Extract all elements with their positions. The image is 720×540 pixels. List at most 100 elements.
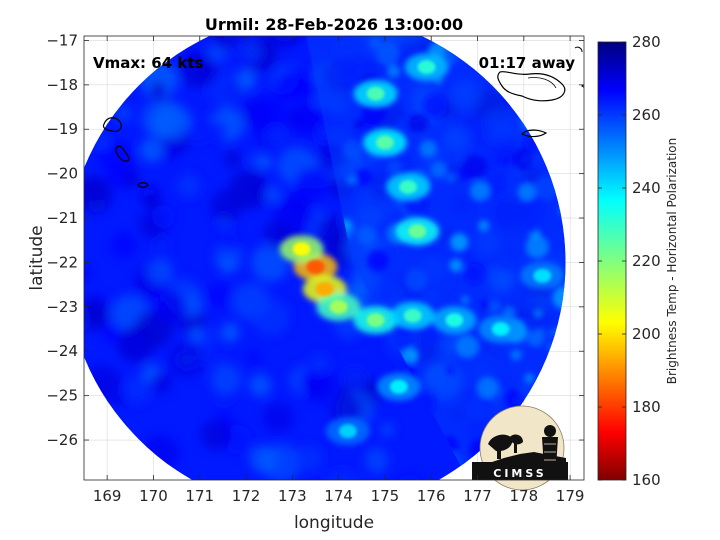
texture-cell <box>221 258 236 273</box>
y-tick-label: −21 <box>46 209 78 227</box>
texture-cell <box>517 182 537 202</box>
x-tick-label: 171 <box>185 487 214 505</box>
texture-cell <box>207 70 243 107</box>
texture-cell <box>512 147 535 171</box>
texture-cell <box>205 282 233 310</box>
axes-frame <box>83 35 585 481</box>
y-tick-label: −24 <box>46 342 78 360</box>
texture-cell <box>361 207 382 229</box>
time-offset-annotation: 01:17 away <box>479 54 576 72</box>
vmax-annotation: Vmax: 64 kts <box>93 54 203 72</box>
texture-cell <box>528 226 537 235</box>
texture-cell <box>224 150 241 168</box>
texture-cell <box>525 373 534 382</box>
texture-cell <box>287 102 321 136</box>
texture-cell <box>501 378 511 388</box>
y-tick-label: −18 <box>46 76 78 94</box>
band-north-band <box>399 179 418 194</box>
y-tick-label: −22 <box>46 253 78 271</box>
texture-cell <box>430 161 447 179</box>
colorbar-tick-label: 280 <box>632 33 661 51</box>
texture-cell <box>469 400 489 420</box>
band-eyewall <box>306 259 325 274</box>
texture-cell <box>213 358 226 372</box>
texture-cell <box>366 249 389 272</box>
island-coastline <box>527 77 557 89</box>
island-coastline <box>115 145 130 162</box>
texture-cell <box>249 373 272 397</box>
band-inner-band <box>329 299 348 314</box>
texture-cell <box>363 446 389 472</box>
texture-cell <box>169 342 205 378</box>
texture-cell <box>355 168 372 186</box>
texture-cell <box>253 298 290 336</box>
colorbar-tick-label: 160 <box>632 471 661 489</box>
texture-cell <box>296 444 323 472</box>
texture-cell <box>84 175 113 213</box>
island-coastline <box>520 129 548 138</box>
texture-cell <box>526 343 539 356</box>
x-tick-label: 174 <box>324 487 353 505</box>
y-tick-label: −23 <box>46 298 78 316</box>
band-outer-band <box>491 322 510 337</box>
texture-cell <box>525 235 549 259</box>
texture-cell <box>343 139 364 160</box>
texture-cell <box>387 64 401 78</box>
texture-cell <box>96 136 110 150</box>
texture-cell <box>264 186 282 204</box>
island-coastline <box>581 84 584 88</box>
texture-cell <box>147 258 174 285</box>
colorbar-tick-label: 180 <box>632 398 661 416</box>
texture-cell <box>443 146 464 166</box>
texture-cell <box>149 81 168 99</box>
texture-cell <box>246 350 262 366</box>
texture-cell <box>499 151 514 167</box>
texture-cell <box>248 94 288 134</box>
band-eyewall <box>292 242 311 257</box>
texture-cell <box>446 172 457 183</box>
coastlines <box>102 46 584 188</box>
texture-cell <box>213 243 243 273</box>
texture-cell <box>308 353 330 375</box>
texture-cell <box>293 166 329 202</box>
island-coastline <box>574 46 583 53</box>
texture-cell <box>422 93 448 119</box>
colorbar-tick-label: 260 <box>632 106 661 124</box>
colorbar-tick-label: 200 <box>632 325 661 343</box>
y-tick-label: −26 <box>46 431 78 449</box>
texture-cell <box>370 38 380 48</box>
texture-cell <box>510 349 522 361</box>
island-coastline <box>497 70 566 102</box>
texture-cell <box>330 393 363 426</box>
x-tick-label: 179 <box>556 487 585 505</box>
texture-cell <box>116 325 156 364</box>
texture-cell <box>251 244 290 282</box>
texture-cell <box>264 36 305 50</box>
texture-cell <box>347 175 356 185</box>
x-axis-label: longitude <box>294 513 374 533</box>
band-north-band <box>408 224 427 239</box>
texture-cell <box>527 329 544 346</box>
cimss-logo: CIMSS <box>472 405 568 491</box>
logo-text: CIMSS <box>493 467 546 480</box>
x-tick-label: 172 <box>232 487 261 505</box>
y-tick-label: −19 <box>46 120 78 138</box>
chart-title: Urmil: 28-Feb-2026 13:00:00 <box>205 15 463 34</box>
x-tick-label: 175 <box>371 487 400 505</box>
texture-cell <box>210 189 243 223</box>
axis-ticks: 169 170 171 172 173 174 175 176 177 178 179 −17 −18 −… <box>46 31 584 505</box>
texture-cell <box>200 419 231 450</box>
band-north-band <box>375 135 394 150</box>
colorbar-tick-label: 240 <box>632 179 661 197</box>
texture-cell <box>461 295 470 304</box>
texture-cell <box>342 366 367 391</box>
texture-cell <box>150 371 173 394</box>
band-north-band <box>417 60 436 75</box>
texture-cell <box>407 113 429 135</box>
texture-cell <box>98 139 135 175</box>
texture-cell <box>152 235 171 255</box>
texture-cell <box>455 335 479 359</box>
texture-cell <box>404 268 428 292</box>
texture-cell <box>450 233 469 252</box>
texture-cell <box>470 181 490 201</box>
